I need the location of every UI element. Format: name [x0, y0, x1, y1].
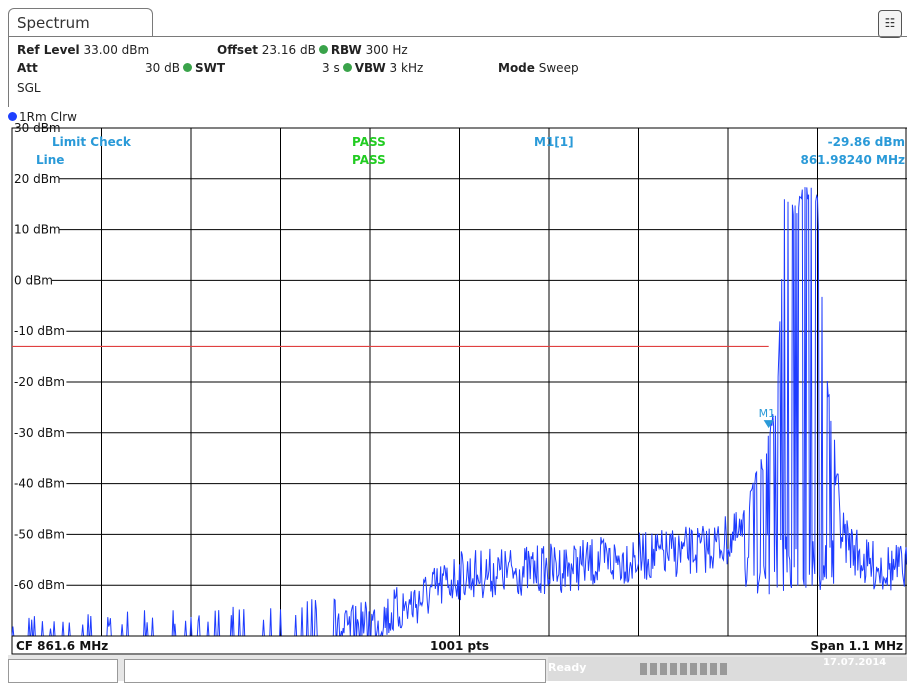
sweep-points: 1001 pts: [430, 639, 489, 653]
offset-row: Offset 23.16 dB RBW 300 Hz: [217, 43, 408, 57]
marker-triangle-icon[interactable]: [763, 420, 774, 429]
y-tick-label: 0 dBm: [14, 273, 53, 287]
rbw-value[interactable]: 300 Hz: [365, 43, 408, 57]
y-tick-label: -40 dBm: [14, 477, 65, 491]
ref-level-value[interactable]: 33.00 dBm: [83, 43, 150, 57]
settings-header: Ref Level 33.00 dBm Offset 23.16 dB RBW 3…: [8, 36, 907, 107]
trace-indicator: 1Rm Clrw: [8, 110, 77, 124]
tab-spectrum[interactable]: Spectrum: [8, 8, 153, 37]
trace-dot-icon: [8, 112, 17, 121]
marker-frequency: 861.98240 MHz: [800, 153, 905, 167]
window-menu-icon[interactable]: ☷: [878, 10, 902, 38]
offset-value[interactable]: 23.16 dB: [261, 43, 316, 57]
trace-label: 1Rm Clrw: [19, 110, 77, 124]
limit-line-label: Line: [36, 153, 64, 167]
ready-indicator: Ready: [548, 661, 587, 674]
y-tick-label: 20 dBm: [14, 172, 61, 186]
y-tick-label: -60 dBm: [14, 578, 65, 592]
y-tick-label: 30 dBm: [14, 121, 61, 135]
marker-label: M1: [759, 407, 776, 420]
att-value[interactable]: 30 dB: [145, 61, 180, 75]
limit-check-result: PASS: [352, 135, 386, 149]
marker-name: M1[1]: [534, 135, 574, 149]
y-tick-label: -30 dBm: [14, 426, 65, 440]
status-date: 17.07.2014: [823, 657, 887, 668]
activity-bars: [640, 663, 730, 675]
status-box-left: [8, 659, 118, 683]
top-strip: [0, 0, 907, 8]
rbw-label: RBW: [330, 43, 362, 57]
tab-label: Spectrum: [17, 14, 90, 32]
mode-label: Mode: [498, 61, 535, 75]
center-frequency: CF 861.6 MHz: [16, 639, 108, 653]
offset-label: Offset: [217, 43, 258, 57]
y-tick-label: -20 dBm: [14, 375, 65, 389]
swt-label: SWT: [194, 61, 226, 75]
swt-value[interactable]: 3 s: [322, 61, 340, 75]
att-value-row: 30 dB SWT: [145, 61, 225, 75]
y-tick-label: 10 dBm: [14, 223, 61, 237]
status-box-middle: [124, 659, 546, 683]
ref-level-row: Ref Level 33.00 dBm: [17, 43, 149, 57]
status-dot-icon: [342, 63, 352, 72]
att-row: Att: [17, 61, 38, 75]
status-dot-icon: [318, 45, 328, 54]
ref-level-label: Ref Level: [17, 43, 80, 57]
vbw-label: VBW: [354, 61, 386, 75]
limit-line-result: PASS: [352, 153, 386, 167]
status-right-area: Ready 17.07.2014: [548, 657, 907, 681]
mode-row: Mode Sweep: [498, 61, 579, 75]
limit-check-label: Limit Check: [52, 135, 132, 149]
status-dot-icon: [182, 63, 192, 72]
vbw-value[interactable]: 3 kHz: [389, 61, 424, 75]
att-label: Att: [17, 61, 38, 75]
swt-value-row: 3 s VBW 3 kHz: [322, 61, 423, 75]
marker-level: -29.86 dBm: [828, 135, 905, 149]
status-bar: Ready 17.07.2014: [8, 655, 907, 683]
footer-bar: [11, 635, 907, 655]
mode-value[interactable]: Sweep: [538, 61, 579, 75]
span-label: Span 1.1 MHz: [811, 639, 903, 653]
y-tick-label: -50 dBm: [14, 527, 65, 541]
sgl-indicator: SGL: [17, 81, 41, 95]
y-tick-label: -10 dBm: [14, 324, 65, 338]
